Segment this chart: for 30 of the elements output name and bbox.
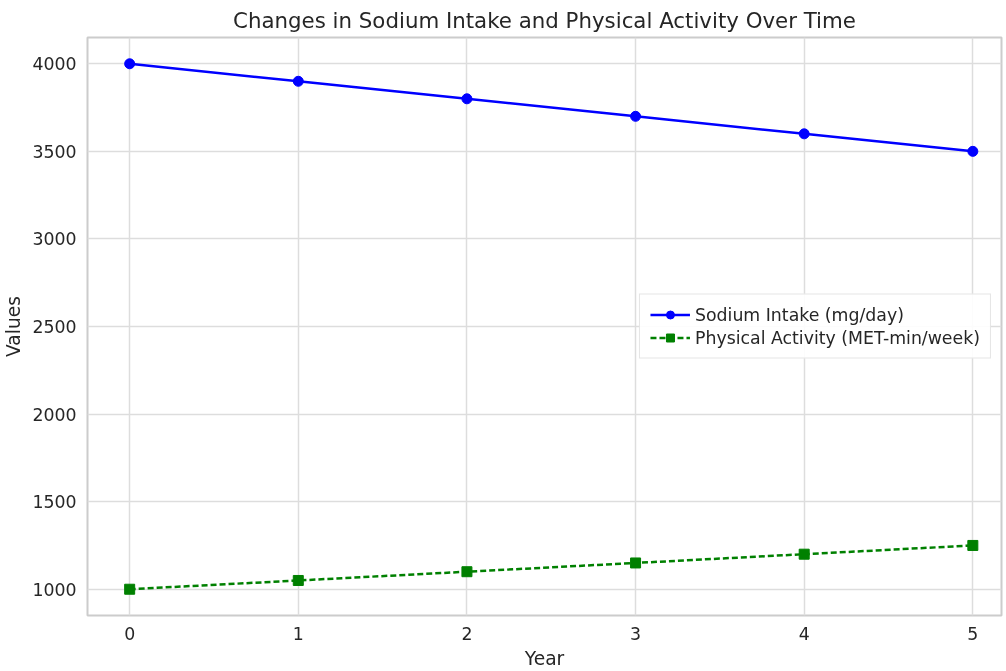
point (967, 145, 979, 157)
point (292, 574, 304, 586)
point (798, 128, 810, 140)
point (461, 566, 473, 578)
y-tick-label: 4000 (32, 54, 77, 75)
chart-title: Changes in Sodium Intake and Physical Activity Over Time (233, 7, 856, 33)
x-tick-label: 1 (292, 623, 304, 644)
y-tick-label: 3500 (32, 141, 77, 162)
point (292, 75, 304, 87)
y-tick-label: 1500 (32, 492, 77, 513)
y-tick-label: 2000 (32, 404, 77, 425)
legend-label: Sodium Intake (mg/day) (694, 304, 904, 325)
y-tick-label: 1000 (32, 579, 77, 600)
x-tick-label: 4 (798, 623, 810, 644)
point (461, 93, 473, 105)
legend-label: Physical Activity (MET-min/week) (694, 327, 980, 348)
point (798, 548, 810, 560)
x-tick-label: 0 (124, 623, 136, 644)
x-tick-label: 2 (461, 623, 473, 644)
x-axis-title: Year (523, 647, 565, 669)
y-axis-title: Values (3, 296, 25, 357)
point (967, 539, 979, 551)
point (630, 110, 642, 122)
point (630, 557, 642, 569)
x-tick-label: 5 (967, 623, 979, 644)
x-tick-label: 3 (630, 623, 642, 644)
point (124, 583, 136, 595)
y-tick-label: 3000 (32, 229, 77, 250)
point (124, 58, 136, 70)
y-tick-label: 2500 (32, 317, 77, 337)
